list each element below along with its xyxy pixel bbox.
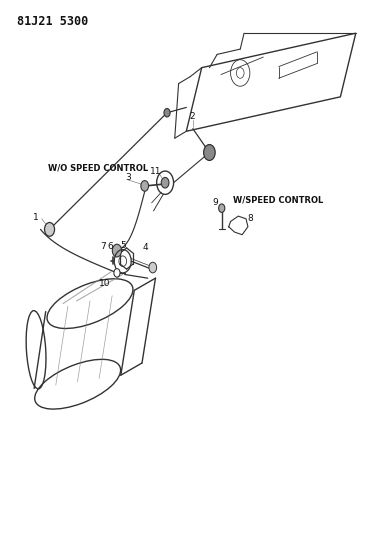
Circle shape [204,144,215,160]
Circle shape [45,222,55,236]
Text: 7: 7 [100,242,106,251]
Text: W/O SPEED CONTROL: W/O SPEED CONTROL [48,164,148,173]
Circle shape [219,204,225,213]
Text: 3: 3 [126,173,132,182]
Text: 81J21 5300: 81J21 5300 [17,14,88,28]
Text: 4: 4 [143,244,149,253]
Circle shape [164,109,170,117]
Circle shape [161,177,169,188]
Text: 2: 2 [189,112,195,122]
Text: 8: 8 [247,214,253,223]
Text: W/SPEED CONTROL: W/SPEED CONTROL [232,196,323,205]
Text: 11: 11 [150,166,161,175]
Text: 1: 1 [33,213,39,222]
Text: 9: 9 [212,198,218,207]
Circle shape [149,262,157,273]
Circle shape [113,244,121,257]
Circle shape [141,181,149,191]
Text: 6: 6 [107,242,113,251]
Circle shape [114,269,120,277]
Text: 10: 10 [99,279,110,288]
Text: 5: 5 [120,241,126,250]
